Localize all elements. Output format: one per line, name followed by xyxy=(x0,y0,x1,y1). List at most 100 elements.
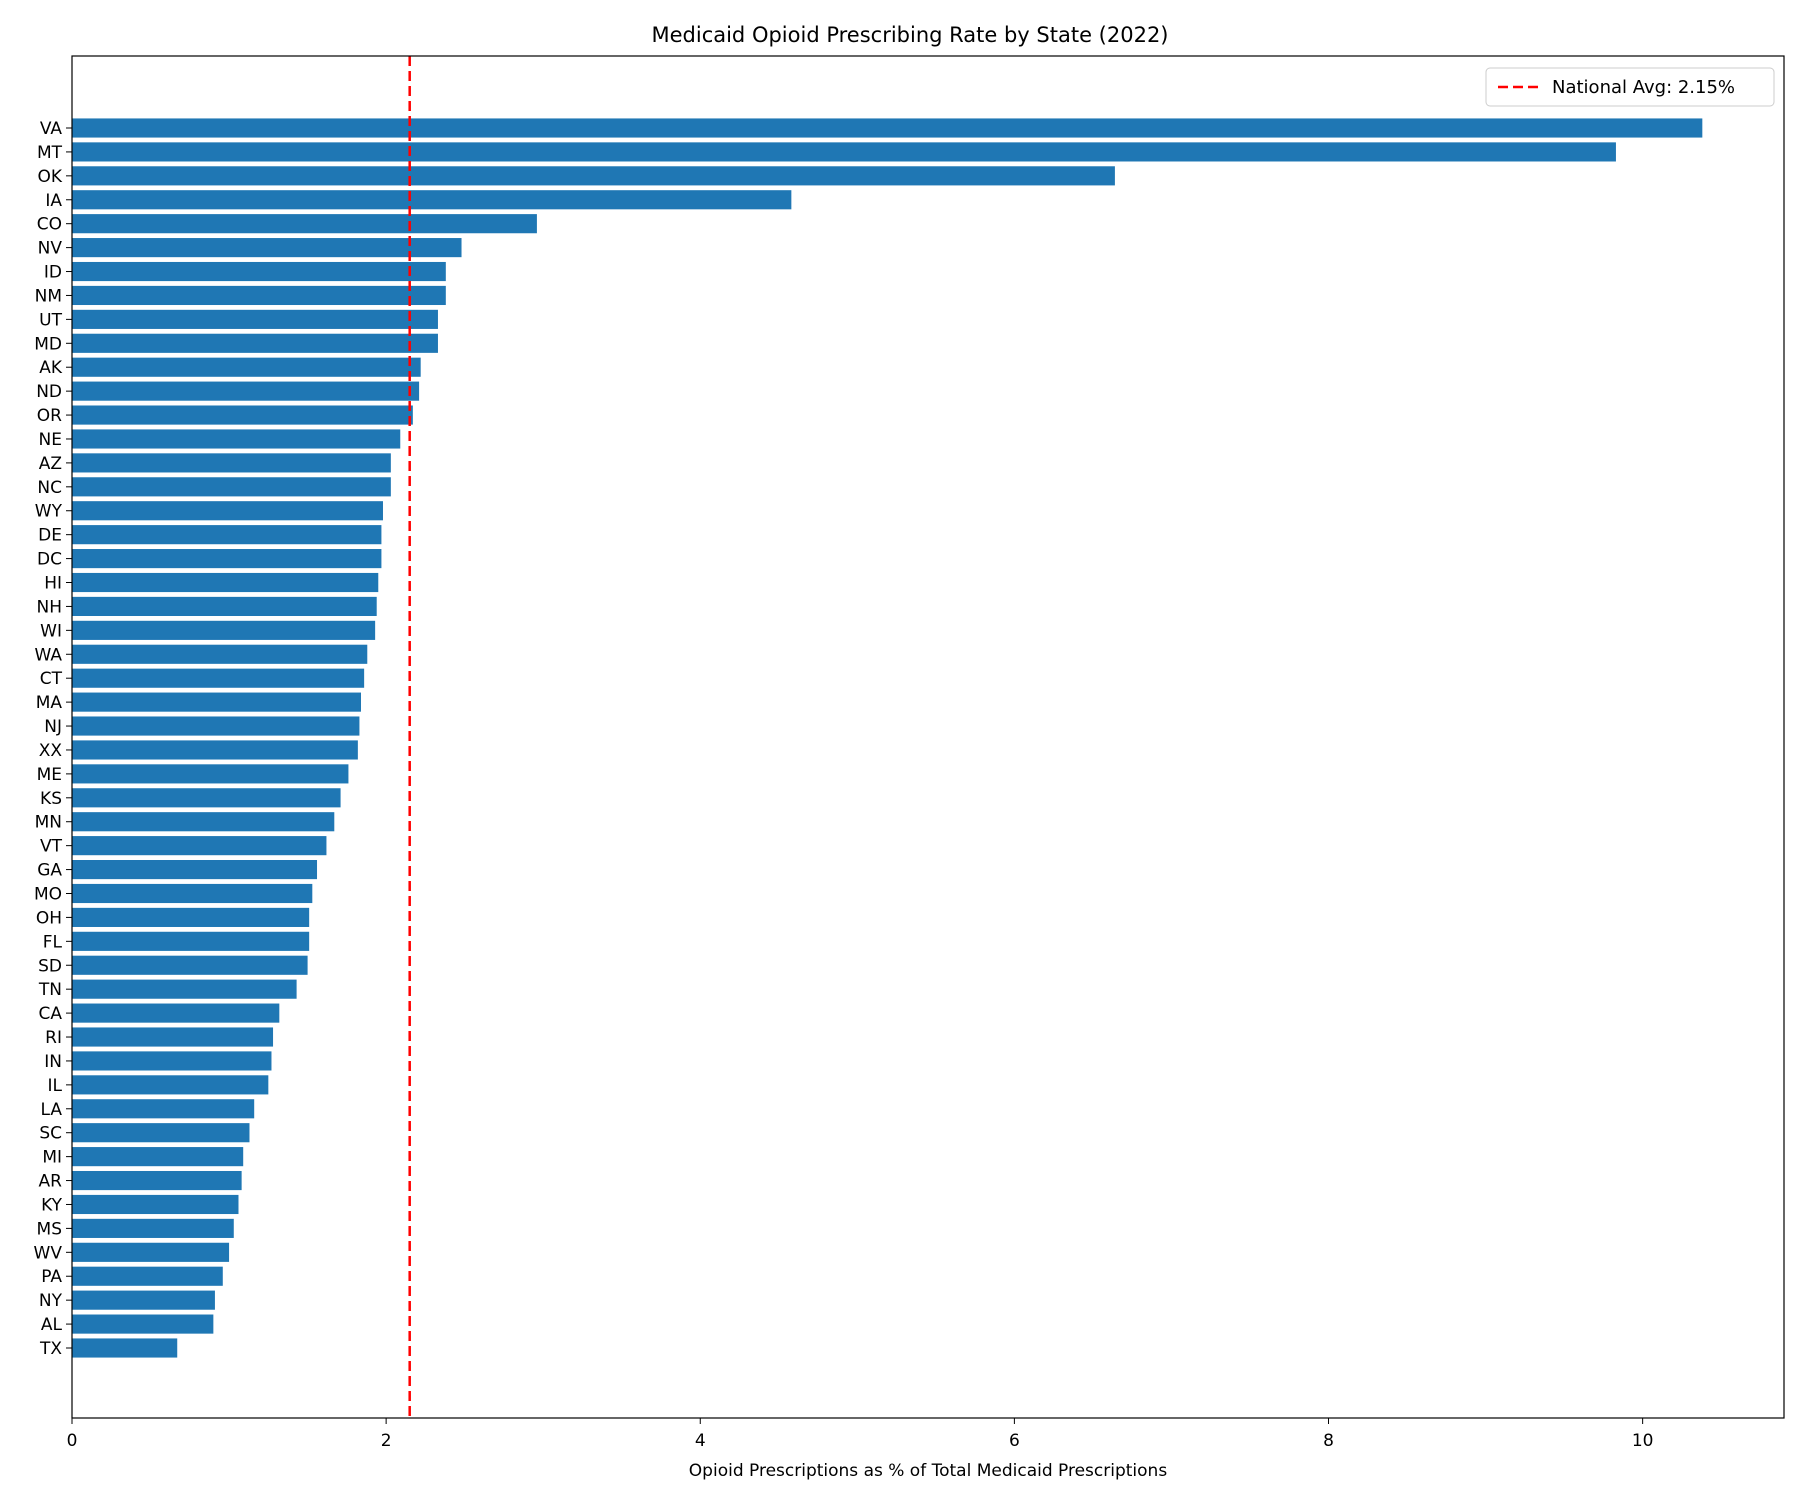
bar-mt xyxy=(72,142,1616,162)
y-tick-label-ut: UT xyxy=(39,310,62,330)
y-tick-label-ca: CA xyxy=(39,1004,63,1024)
y-tick-label-ri: RI xyxy=(45,1028,62,1048)
bar-wy xyxy=(72,501,383,521)
x-tick-label-10: 10 xyxy=(1632,1431,1654,1451)
y-tick-label-nh: NH xyxy=(37,597,63,617)
bar-nc xyxy=(72,477,391,497)
bar-mi xyxy=(72,1147,244,1167)
y-tick-label-il: IL xyxy=(48,1076,63,1096)
bar-wv xyxy=(72,1242,230,1262)
y-tick-label-nm: NM xyxy=(35,286,62,306)
bar-sc xyxy=(72,1123,250,1143)
y-tick-labels: VA MT OK IA CO NV ID NM UT MD AK ND OR NE AZ NC WY DE DC HI… xyxy=(34,119,72,1359)
y-tick-label-nv: NV xyxy=(38,239,63,259)
y-tick-label-mt: MT xyxy=(37,143,63,163)
bar-md xyxy=(72,333,438,353)
bar-oh xyxy=(72,907,310,927)
bar-ma xyxy=(72,692,361,712)
bar-pa xyxy=(72,1266,223,1286)
bar-ri xyxy=(72,1027,274,1047)
x-tick-label-4: 4 xyxy=(695,1431,706,1451)
bar-ut xyxy=(72,309,438,329)
y-tick-label-mi: MI xyxy=(42,1148,62,1168)
bar-va xyxy=(72,118,1703,138)
bar-mn xyxy=(72,812,335,832)
y-tick-label-md: MD xyxy=(34,334,62,354)
y-tick-label-hi: HI xyxy=(44,574,62,594)
bar-ga xyxy=(72,860,318,880)
bar-ne xyxy=(72,429,401,449)
bar-nh xyxy=(72,596,377,616)
bar-la xyxy=(72,1099,255,1119)
x-tick-label-2: 2 xyxy=(381,1431,392,1451)
y-tick-label-va: VA xyxy=(40,119,63,139)
bar-az xyxy=(72,453,391,473)
y-tick-label-ma: MA xyxy=(36,693,63,713)
x-tick-label-8: 8 xyxy=(1323,1431,1334,1451)
y-tick-label-id: ID xyxy=(44,263,62,283)
y-tick-label-az: AZ xyxy=(39,454,62,474)
y-tick-label-vt: VT xyxy=(40,837,63,857)
y-tick-label-ks: KS xyxy=(40,789,62,809)
y-tick-label-wa: WA xyxy=(34,645,62,665)
bar-il xyxy=(72,1075,269,1095)
plot-frame xyxy=(71,55,1785,1419)
y-tick-label-tx: TX xyxy=(39,1339,62,1359)
y-tick-label-ia: IA xyxy=(45,191,62,211)
bar-ca xyxy=(72,1003,280,1023)
y-tick-label-sd: SD xyxy=(38,956,62,976)
y-tick-label-al: AL xyxy=(41,1315,63,1335)
bar-dc xyxy=(72,549,382,569)
bar-or xyxy=(72,405,413,425)
bar-tx xyxy=(72,1338,178,1358)
y-tick-label-mn: MN xyxy=(35,813,62,833)
y-tick-label-ga: GA xyxy=(37,861,62,881)
y-tick-label-ar: AR xyxy=(39,1172,63,1192)
bar-wa xyxy=(72,644,368,664)
bar-ny xyxy=(72,1290,215,1310)
y-tick-label-wy: WY xyxy=(35,502,63,522)
bar-fl xyxy=(72,931,310,951)
bar-nj xyxy=(72,716,360,736)
bar-nm xyxy=(72,285,446,306)
bar-ct xyxy=(72,668,365,688)
legend: National Avg: 2.15% xyxy=(1485,67,1775,107)
y-tick-label-oh: OH xyxy=(36,908,62,928)
bar-nd xyxy=(72,381,420,401)
bar-ms xyxy=(72,1218,234,1238)
chart-title: Medicaid Opioid Prescribing Rate by Stat… xyxy=(651,23,1168,47)
y-tick-label-ms: MS xyxy=(37,1219,62,1239)
bar-nv xyxy=(72,238,462,258)
bar-vt xyxy=(72,836,327,856)
bar-ia xyxy=(72,190,792,210)
bar-ok xyxy=(72,166,1115,186)
y-tick-label-ky: KY xyxy=(41,1195,63,1215)
y-tick-label-dc: DC xyxy=(37,550,62,570)
y-tick-label-sc: SC xyxy=(39,1124,62,1144)
y-tick-label-co: CO xyxy=(37,215,62,235)
y-tick-label-or: OR xyxy=(37,406,62,426)
bars-group xyxy=(72,118,1703,1358)
bar-tn xyxy=(72,979,297,999)
y-tick-label-wv: WV xyxy=(34,1243,63,1263)
y-tick-label-me: ME xyxy=(37,765,62,785)
bar-xx xyxy=(72,740,358,760)
bar-mo xyxy=(72,883,313,904)
bar-de xyxy=(72,525,382,545)
x-tick-label-6: 6 xyxy=(1009,1431,1020,1451)
y-tick-label-nd: ND xyxy=(36,382,62,402)
y-tick-label-nj: NJ xyxy=(44,717,62,737)
y-tick-label-tn: TN xyxy=(38,980,62,1000)
x-axis-label: Opioid Prescriptions as % of Total Medic… xyxy=(689,1461,1168,1481)
bar-ky xyxy=(72,1194,239,1215)
y-tick-label-in: IN xyxy=(44,1052,62,1072)
bar-ar xyxy=(72,1170,242,1191)
bar-ks xyxy=(72,788,341,808)
y-tick-label-ct: CT xyxy=(40,669,63,689)
x-tick-label-0: 0 xyxy=(67,1431,78,1451)
y-tick-label-ny: NY xyxy=(39,1291,63,1311)
y-tick-label-la: LA xyxy=(41,1100,63,1120)
bar-al xyxy=(72,1314,214,1334)
bar-hi xyxy=(72,572,379,593)
